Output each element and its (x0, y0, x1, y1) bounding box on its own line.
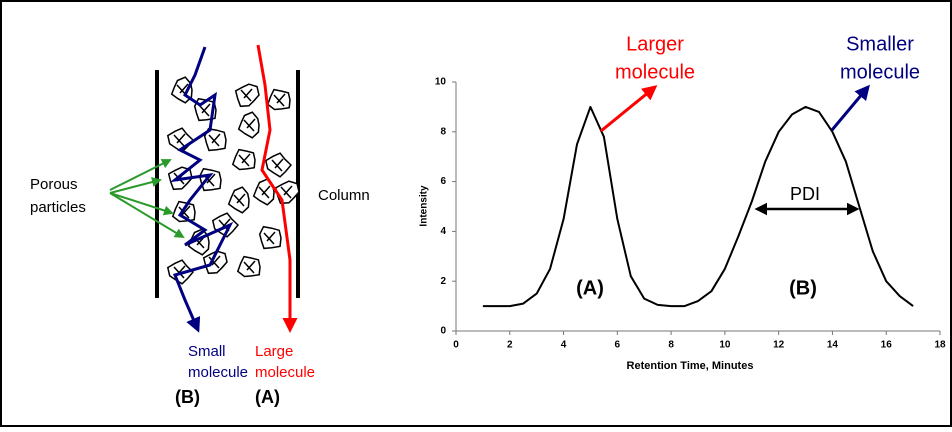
small-tag: (B) (175, 387, 200, 407)
x-tick-label: 18 (934, 340, 946, 351)
pointer-arrow (109, 177, 162, 194)
porous-particle (202, 250, 228, 275)
x-tick-label: 2 (507, 340, 513, 351)
y-tick-label: 2 (440, 276, 446, 287)
y-tick-label: 4 (440, 226, 446, 237)
annotation: (B) (789, 277, 817, 299)
y-axis-label: Intensity (419, 185, 430, 227)
annotation: molecule (840, 61, 920, 83)
x-tick-label: 14 (827, 340, 839, 351)
porous-particle (198, 167, 222, 192)
pointer-arrow (109, 192, 174, 216)
annotation: molecule (615, 61, 695, 83)
porous-particle (234, 83, 260, 108)
y-tick-label: 0 (440, 326, 446, 337)
y-tick-label: 6 (440, 176, 446, 187)
large-molecule-path (256, 44, 298, 333)
x-tick-label: 12 (773, 340, 785, 351)
small-molecule-path (169, 46, 234, 333)
chromatogram: 0 2 4 6 8 10 0 2 4 6 8 10 12 14 16 18 Retention Time, Mi… (419, 33, 946, 372)
porous-particle (266, 88, 291, 111)
x-axis-label: Retention Time, Minutes (627, 360, 754, 372)
porous-label: Porous (30, 176, 78, 193)
x-tick-label: 6 (615, 340, 621, 351)
porous-particle (258, 225, 282, 250)
annotation: Smaller (846, 33, 914, 55)
porous-particle (227, 186, 250, 214)
x-tick-label: 10 (719, 340, 731, 351)
column-label: Column (318, 187, 370, 204)
annotation: Larger (626, 33, 684, 55)
porous-particle (231, 148, 256, 171)
porous-particle (236, 255, 261, 278)
porous-particle (237, 111, 260, 139)
porous-label: particles (30, 199, 86, 216)
annotation-arrow (830, 84, 870, 131)
sec-diagram: PorousparticlesColumnSmallmoleculeLargem… (30, 44, 370, 407)
x-tick-label: 4 (561, 340, 567, 351)
annotation: (A) (576, 277, 604, 299)
pointer-arrow (109, 192, 185, 239)
small-label: molecule (188, 364, 248, 381)
porous-particle (203, 127, 227, 152)
large-label: molecule (255, 364, 315, 381)
annotation: PDI (790, 184, 820, 204)
series-line (482, 105, 914, 308)
x-tick-label: 8 (668, 340, 674, 351)
x-tick-label: 0 (453, 340, 459, 351)
pointer-arrow (109, 159, 172, 191)
large-tag: (A) (255, 387, 280, 407)
annotation-arrow (600, 85, 658, 133)
y-tick-label: 8 (440, 126, 446, 137)
porous-particle (264, 152, 293, 178)
x-tick-label: 16 (881, 340, 893, 351)
small-label: Small (188, 343, 226, 360)
large-label: Large (255, 343, 293, 360)
y-tick-label: 10 (435, 77, 447, 88)
